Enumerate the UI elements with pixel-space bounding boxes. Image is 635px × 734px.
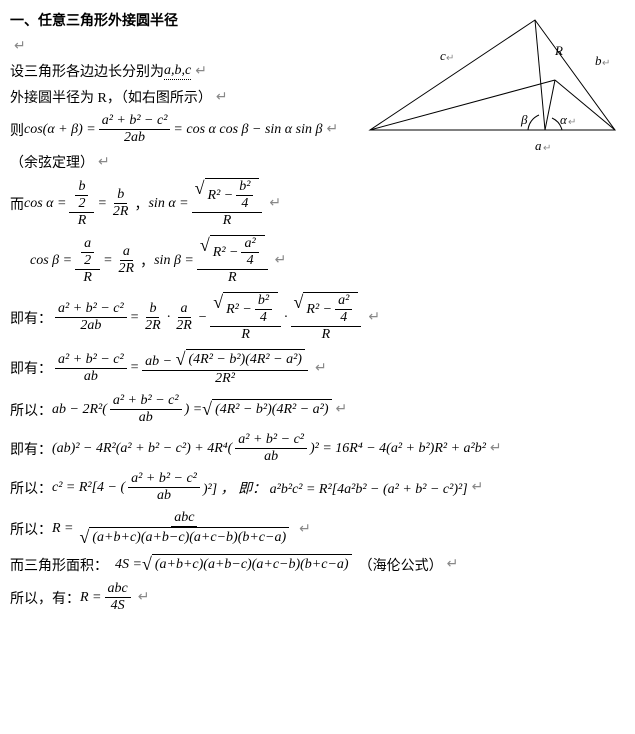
svg-text:↵: ↵ bbox=[602, 58, 610, 69]
label-alpha: α bbox=[560, 112, 568, 127]
line-10: 即有： (ab)² − 4R²(a² + b² − c²) + 4R⁴( a² … bbox=[10, 432, 625, 465]
line-5: 而 cos α = b2 R = b2R ， sin α = √R² − b²4… bbox=[10, 178, 355, 229]
line-4: （余弦定理）↵ bbox=[10, 152, 355, 172]
line-11: 所以： c² = R²[4 − ( a² + b² − c²ab )²] ， 即… bbox=[10, 471, 625, 504]
label-b: b bbox=[595, 53, 602, 68]
svg-text:↵: ↵ bbox=[543, 143, 551, 154]
line-9: 所以： ab − 2R²( a² + b² − c²ab ) = √(4R² −… bbox=[10, 393, 625, 426]
line-8: 即有： a² + b² − c²ab = ab − √(4R² − b²)(4R… bbox=[10, 349, 625, 387]
svg-text:↵: ↵ bbox=[568, 117, 576, 128]
svg-text:↵: ↵ bbox=[446, 53, 454, 64]
line-7: 即有： a² + b² − c²2ab = b2R · a2R − √R² − … bbox=[10, 292, 625, 343]
line-6: cos β = a2 R = a2R ， sin β = √R² − a²4 R… bbox=[30, 235, 625, 286]
triangle-diagram: c R b a α β ↵↵ ↵↵ bbox=[365, 10, 625, 170]
line-13: 而三角形面积： 4S = √(a+b+c)(a+b−c)(a+c−b)(b+c−… bbox=[10, 554, 625, 575]
line-2: 外接圆半径为 R，（如右图所示）↵ bbox=[10, 87, 355, 107]
label-a: a bbox=[535, 138, 542, 153]
line-14: 所以，有： R = abc4S ↵ bbox=[10, 581, 625, 614]
line-3: 则 cos(α + β) = a² + b² − c²2ab = cos α c… bbox=[10, 113, 355, 146]
label-beta: β bbox=[520, 112, 528, 127]
line-1: 设三角形各边边长分别为 a,b,c↵ bbox=[10, 61, 355, 81]
label-R: R bbox=[554, 43, 563, 58]
line-12: 所以： R = abc √(a+b+c)(a+b−c)(a+c−b)(b+c−a… bbox=[10, 510, 625, 548]
